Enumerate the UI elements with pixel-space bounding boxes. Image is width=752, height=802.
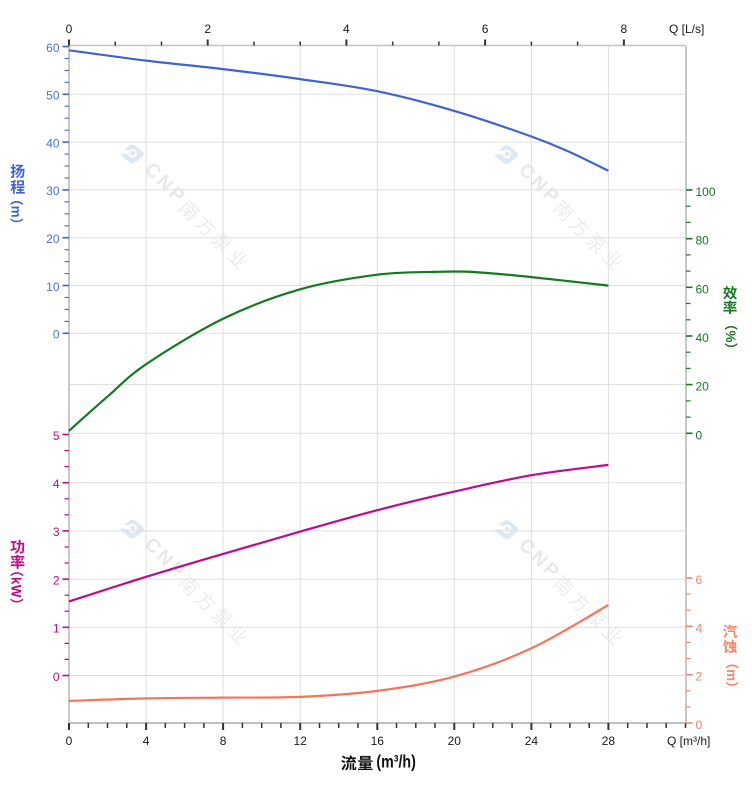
svg-text:16: 16 <box>371 734 385 748</box>
svg-text:8: 8 <box>220 734 227 748</box>
svg-text:80: 80 <box>696 234 710 248</box>
svg-text:6: 6 <box>482 22 489 36</box>
svg-text:0: 0 <box>66 734 73 748</box>
svg-text:60: 60 <box>696 282 710 296</box>
svg-text:2: 2 <box>696 670 703 684</box>
svg-text:0: 0 <box>53 670 60 684</box>
svg-text:20: 20 <box>448 734 462 748</box>
svg-text:50: 50 <box>46 89 60 103</box>
svg-text:6: 6 <box>696 573 703 587</box>
svg-text:m: m <box>9 206 24 218</box>
svg-text:m: m <box>724 669 739 681</box>
svg-text:Q [m³/h]: Q [m³/h] <box>667 734 710 748</box>
svg-text:0: 0 <box>66 22 73 36</box>
svg-text:(m³/h): (m³/h) <box>376 753 415 772</box>
svg-text:4: 4 <box>696 621 703 635</box>
svg-text:60: 60 <box>46 41 60 55</box>
svg-text:4: 4 <box>53 477 60 491</box>
svg-text:0: 0 <box>696 718 703 732</box>
svg-text:5: 5 <box>53 429 60 443</box>
svg-text:2: 2 <box>204 22 211 36</box>
svg-text:2: 2 <box>53 573 60 587</box>
svg-text:40: 40 <box>46 136 60 150</box>
svg-text:20: 20 <box>46 232 60 246</box>
svg-text:100: 100 <box>696 185 716 199</box>
svg-text:40: 40 <box>696 331 710 345</box>
svg-text:kW: kW <box>9 577 24 598</box>
svg-text:28: 28 <box>602 734 616 748</box>
svg-text:%: % <box>723 331 738 343</box>
svg-text:4: 4 <box>143 734 150 748</box>
svg-text:Q [L/s]: Q [L/s] <box>669 22 704 36</box>
svg-text:24: 24 <box>525 734 539 748</box>
svg-text:10: 10 <box>46 280 60 294</box>
svg-text:0: 0 <box>53 328 60 342</box>
svg-text:3: 3 <box>53 525 60 539</box>
svg-text:4: 4 <box>343 22 350 36</box>
svg-text:1: 1 <box>53 622 60 636</box>
svg-text:30: 30 <box>46 184 60 198</box>
svg-text:20: 20 <box>696 380 710 394</box>
svg-text:0: 0 <box>696 428 703 442</box>
svg-text:8: 8 <box>621 22 628 36</box>
svg-text:12: 12 <box>294 734 308 748</box>
